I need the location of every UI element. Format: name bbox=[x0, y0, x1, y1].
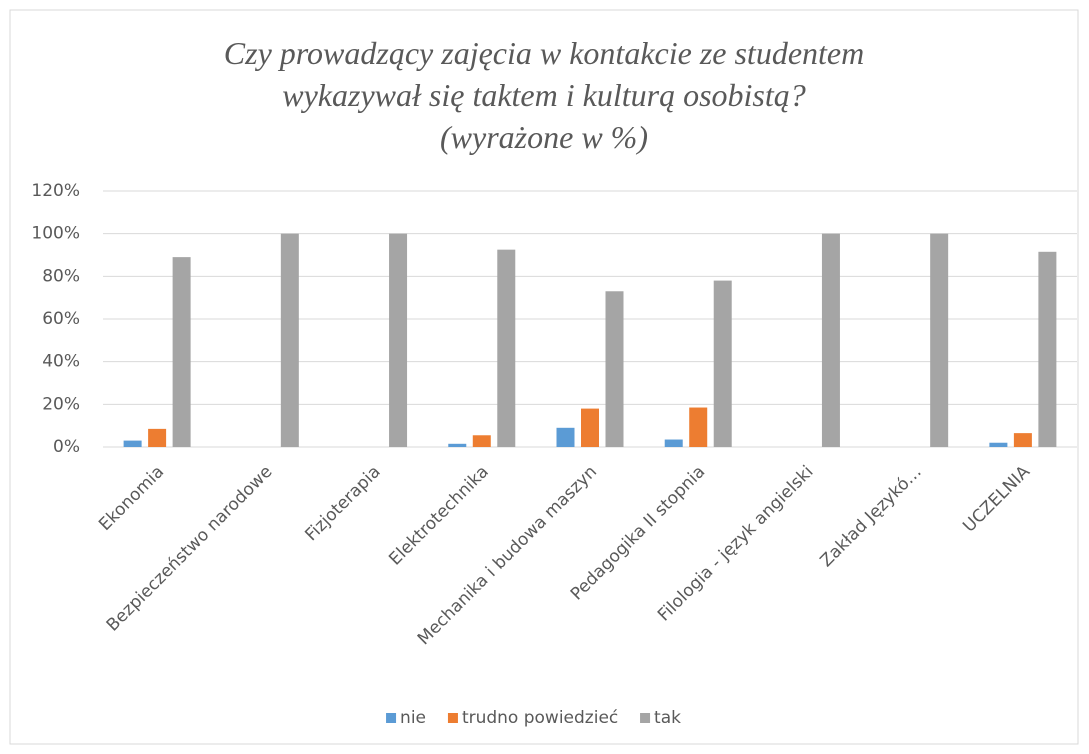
bar bbox=[713, 280, 732, 447]
bar bbox=[123, 440, 142, 447]
bar bbox=[1038, 251, 1057, 447]
y-tick-label: 120% bbox=[31, 181, 80, 201]
bar bbox=[172, 257, 191, 447]
y-tick-label: 0% bbox=[53, 437, 80, 457]
bar bbox=[448, 443, 467, 447]
y-tick-label: 40% bbox=[42, 352, 80, 372]
chart-title: Czy prowadzący zajęcia w kontakcie ze st… bbox=[224, 35, 864, 155]
bar bbox=[1013, 433, 1032, 447]
y-tick-label: 80% bbox=[42, 266, 80, 286]
bar bbox=[148, 428, 167, 447]
bar bbox=[497, 249, 516, 447]
bar bbox=[280, 233, 299, 447]
bar bbox=[689, 407, 708, 447]
bar bbox=[472, 435, 491, 447]
bar bbox=[556, 427, 575, 447]
bar bbox=[930, 233, 949, 447]
bar bbox=[605, 291, 624, 447]
legend-label: nie bbox=[400, 708, 426, 728]
y-tick-label: 20% bbox=[42, 394, 80, 414]
legend-label: trudno powiedzieć bbox=[462, 708, 618, 728]
y-tick-label: 100% bbox=[31, 224, 80, 244]
bar bbox=[664, 439, 683, 447]
legend-swatch bbox=[447, 713, 458, 723]
bar bbox=[581, 408, 599, 447]
legend-swatch bbox=[640, 713, 651, 723]
bar bbox=[821, 233, 840, 447]
bar bbox=[389, 233, 408, 447]
y-tick-label: 60% bbox=[42, 309, 80, 329]
bar bbox=[989, 442, 1008, 447]
legend-swatch bbox=[386, 713, 397, 723]
legend-label: tak bbox=[654, 708, 681, 728]
